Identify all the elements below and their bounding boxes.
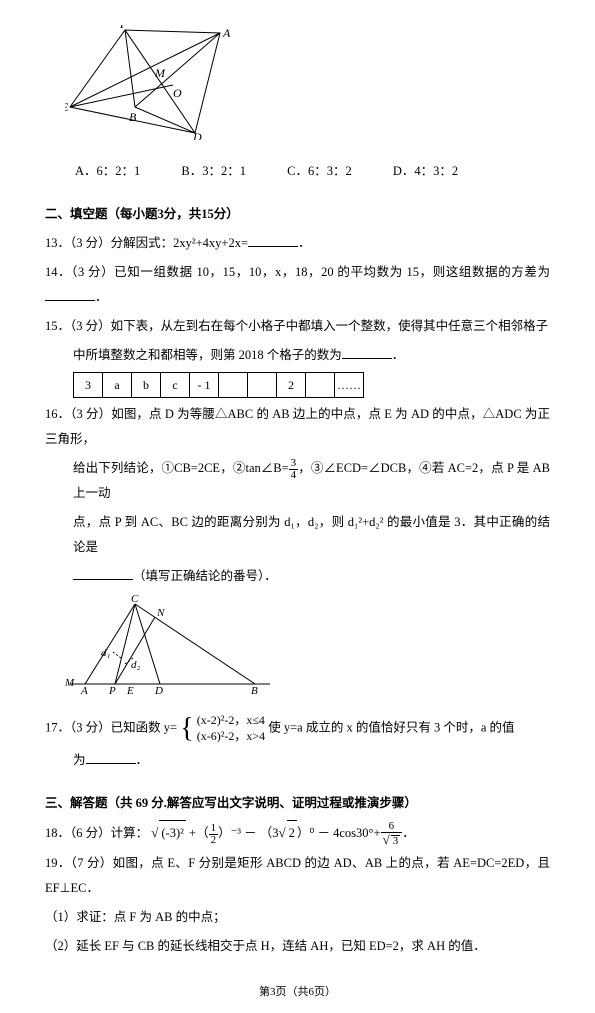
figure-q12: F A M O E B D	[65, 25, 550, 149]
svg-text:B: B	[129, 110, 137, 124]
cell-0: 3	[74, 373, 103, 398]
q13-blank	[248, 232, 298, 247]
q19-line2: （1）求证：点 F 为 AB 的中点；	[45, 905, 550, 930]
q16-blank	[73, 565, 133, 580]
q14-blank	[45, 286, 95, 301]
q16-line4: （填写正确结论的番号）．	[133, 569, 277, 583]
q17-piecewise: { (x-2)²-2，x≤4 (x-6)²-2，x>4	[180, 713, 265, 744]
q18-sqrt1: (-3)²	[159, 820, 186, 846]
q18-mid1: +（	[189, 826, 209, 840]
q16-line2: 给出下列结论，①CB=2CE，②tan∠B=	[73, 461, 289, 475]
q17-line2-wrap: 为．	[73, 748, 550, 773]
q15-blank	[342, 344, 392, 359]
q18-mid2: ）⁻³ － （3	[218, 826, 278, 840]
frac-d: 4	[289, 470, 299, 481]
f2d: 2	[209, 835, 219, 846]
q13: 13．（3 分）分解因式：2xy²+4xy+2x= ．	[45, 231, 550, 256]
q13-text: 13．（3 分）分解因式：2xy²+4xy+2x=	[45, 236, 248, 250]
q17-blank	[86, 749, 136, 764]
svg-text:F: F	[119, 25, 128, 31]
period: ．	[95, 290, 108, 304]
q17-line2: 为	[73, 753, 86, 767]
sqrt-icon-1: √	[151, 825, 158, 840]
q19-line1: 19．（7 分）如图，点 E、F 分别是矩形 ABCD 的边 AD、AB 上的点…	[45, 851, 550, 901]
period: ．	[298, 236, 311, 250]
q17-case2: (x-6)²-2，x>4	[197, 729, 265, 745]
option-b: B．3：2：1	[181, 159, 246, 184]
q16-line2-wrap: 给出下列结论，①CB=2CE，②tan∠B=34，③∠ECD=∠DCB，④若 A…	[73, 456, 550, 506]
cell-6	[248, 373, 277, 398]
svg-text:P: P	[108, 685, 116, 694]
q17: 17．（3 分）已知函数 y= { (x-2)²-2，x≤4 (x-6)²-2，…	[45, 713, 550, 744]
q15-line2: 中所填整数之和都相等，则第 2018 个格子的数为	[73, 348, 342, 362]
cell-2: b	[132, 373, 161, 398]
fEd: √3	[381, 833, 403, 847]
cell-8	[306, 373, 335, 398]
section2-title: 二、填空题（每小题3分，共15分）	[45, 202, 550, 227]
q14-text: 14．（3 分）已知一组数据 10，15，10，x，18，20 的平均数为 15…	[45, 265, 550, 279]
q18: 18．（6 分）计算： √(-3)² +（12）⁻³ － （3√2）⁰ － 4c…	[45, 820, 550, 847]
q18-frac2: 12	[209, 823, 219, 846]
q19-line3: （2）延长 EF 与 CB 的延长线相交于点 H，连结 AH，已知 ED=2，求…	[45, 934, 550, 959]
cell-1: a	[103, 373, 132, 398]
option-d: D．4：3：2	[393, 159, 458, 184]
svg-text:A: A	[222, 26, 231, 40]
q16-line4-wrap: （填写正确结论的番号）．	[73, 564, 550, 589]
q17-cases: (x-2)²-2，x≤4 (x-6)²-2，x>4	[197, 713, 265, 744]
svg-text:D: D	[192, 130, 202, 140]
option-a: A．6：2：1	[75, 159, 140, 184]
q16-line3: 点，点 P 到 AC、BC 边的距离分别为 d₁，d₂，则 d₁²+d₂² 的最…	[73, 510, 550, 560]
period: ．	[392, 348, 405, 362]
figure-q16: M A P E D B C N d₁ d₂	[65, 594, 550, 703]
svg-text:M: M	[65, 677, 75, 689]
option-c: C．6：3：2	[287, 159, 352, 184]
svg-text:d₁: d₁	[101, 647, 111, 659]
q15-line1: 15．（3 分）如下表，从左到右在每个小格子中都填入一个整数，使得其中任意三个相…	[45, 319, 548, 333]
svg-text:E: E	[126, 685, 134, 694]
q17-post: 使 y=a 成立的 x 的值恰好只有 3 个时，a 的值	[268, 720, 514, 734]
cell-4: - 1	[190, 373, 219, 398]
q15: 15．（3 分）如下表，从左到右在每个小格子中都填入一个整数，使得其中任意三个相…	[45, 314, 550, 339]
svg-text:D: D	[154, 685, 163, 694]
svg-text:N: N	[156, 607, 165, 619]
q15-line2-wrap: 中所填整数之和都相等，则第 2018 个格子的数为 ．	[73, 343, 550, 368]
fEd-inner: 3	[391, 835, 401, 847]
period: ．	[402, 826, 415, 840]
cell-5	[219, 373, 248, 398]
q17-case1: (x-2)²-2，x≤4	[197, 713, 265, 729]
q17-pre: 17．（3 分）已知函数 y=	[45, 720, 177, 734]
q16-frac: 34	[289, 458, 299, 481]
section3-title: 三、解答题（共 69 分.解答应写出文字说明、证明过程或推演步骤）	[45, 791, 550, 816]
q12-options: A．6：2：1 B．3：2：1 C．6：3：2 D．4：3：2	[75, 159, 550, 184]
q18-mid3: ）⁰ － 4cos30°+	[297, 826, 381, 840]
svg-text:B: B	[251, 685, 258, 694]
period: ．	[136, 753, 149, 767]
svg-text:C: C	[131, 594, 139, 605]
sqrt-icon-2: √	[278, 825, 285, 840]
cell-7: 2	[277, 373, 306, 398]
svg-text:O: O	[173, 86, 182, 100]
svg-text:d₂: d₂	[131, 659, 141, 671]
sqrt-icon-3: √	[383, 832, 390, 847]
q15-table: 3 a b c - 1 2 ……	[73, 372, 364, 398]
svg-text:E: E	[65, 100, 69, 114]
q18-pre: 18．（6 分）计算：	[45, 826, 148, 840]
frac-n: 3	[289, 458, 299, 470]
page-footer: 第3页（共6页）	[45, 981, 550, 1003]
cell-9: ……	[335, 373, 364, 398]
q16-line1: 16．（3 分）如图，点 D 为等腰△ABC 的 AB 边上的中点，点 E 为 …	[45, 402, 550, 452]
brace-icon: {	[180, 715, 193, 743]
f2n: 1	[209, 823, 219, 835]
svg-text:M: M	[154, 66, 166, 80]
q18-fracE: 6√3	[381, 821, 403, 847]
q18-sqrt2: 2	[287, 820, 297, 846]
svg-text:A: A	[80, 685, 88, 694]
q14: 14．（3 分）已知一组数据 10，15，10，x，18，20 的平均数为 15…	[45, 260, 550, 310]
cell-3: c	[161, 373, 190, 398]
